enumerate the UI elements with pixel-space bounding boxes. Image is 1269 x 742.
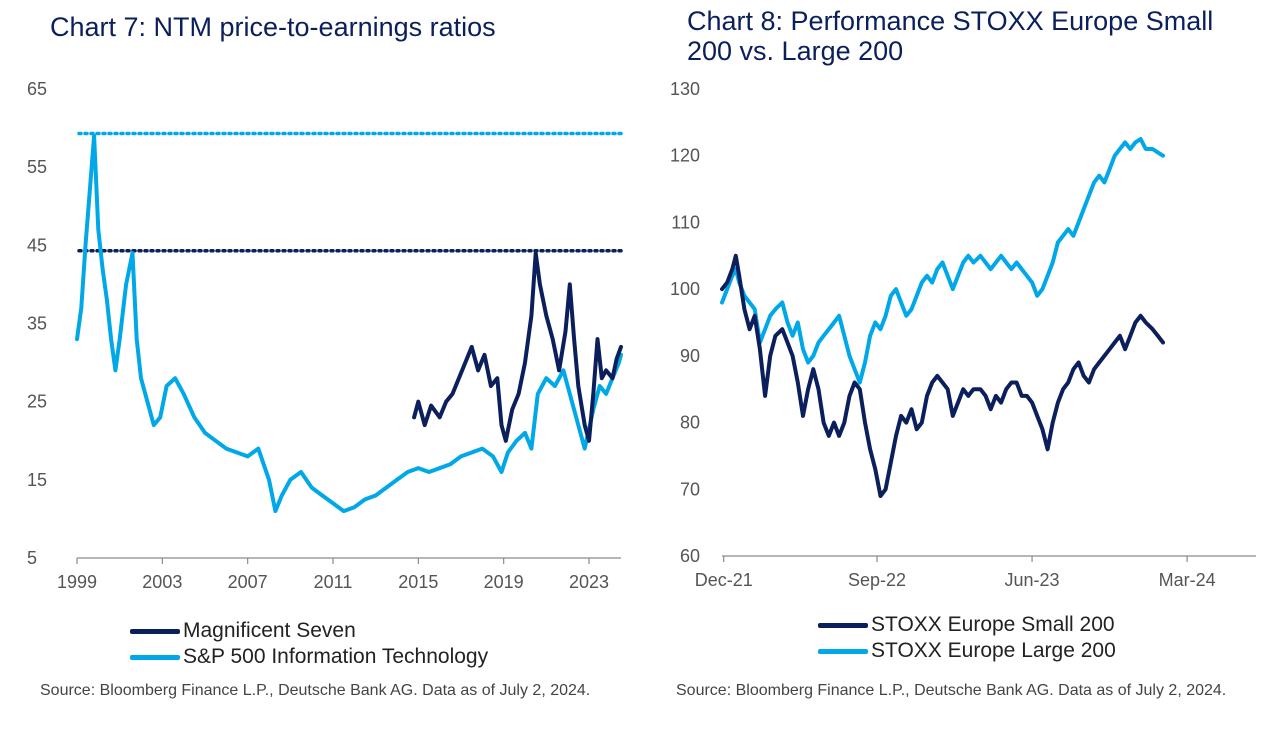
legend-label: STOXX Europe Large 200 bbox=[871, 639, 1116, 662]
series-line-stoxx-europe-small-200 bbox=[720, 253, 1165, 498]
chart7-source: Source: Bloomberg Finance L.P., Deutsche… bbox=[40, 682, 591, 699]
y-tick-label: 60 bbox=[680, 546, 700, 566]
chart7-legend: Magnificent Seven S&P 500 Information Te… bbox=[130, 618, 488, 670]
x-tick-label: 2011 bbox=[314, 572, 353, 592]
legend-label: Magnificent Seven bbox=[183, 619, 356, 642]
legend-item-sp500-it: S&P 500 Information Technology bbox=[130, 644, 488, 670]
y-tick-label: 100 bbox=[670, 279, 700, 299]
y-tick-label: 90 bbox=[680, 346, 700, 366]
y-tick-label: 25 bbox=[27, 392, 47, 412]
chart8-legend: STOXX Europe Small 200 STOXX Europe Larg… bbox=[818, 612, 1116, 664]
x-tick-label: Sep-22 bbox=[848, 570, 906, 590]
y-tick-label: 80 bbox=[680, 413, 700, 433]
x-tick-label: Dec-21 bbox=[695, 570, 753, 590]
y-tick-label: 65 bbox=[27, 79, 47, 99]
y-tick-label: 130 bbox=[670, 79, 700, 99]
chart8-source: Source: Bloomberg Finance L.P., Deutsche… bbox=[676, 682, 1227, 699]
x-tick-label: 2019 bbox=[484, 572, 524, 592]
series-line-magnificent-seven bbox=[412, 251, 623, 443]
chart7-plot: 5 15 25 35 45 55 65 1999 2003 2007 2011 2015 2019 202… bbox=[27, 79, 623, 592]
chart8-plot: 60 70 80 90 100 110 120 130 Dec-21 Sep-22 Jun-23 Ma… bbox=[670, 79, 1256, 590]
legend-swatch-dark bbox=[130, 628, 180, 634]
x-tick-label: 2015 bbox=[398, 572, 438, 592]
y-tick-label: 110 bbox=[671, 212, 700, 232]
series-line-s-p-500-information-technology bbox=[75, 133, 623, 514]
x-tick-label: Mar-24 bbox=[1159, 570, 1216, 590]
x-tick-label: 2003 bbox=[142, 572, 182, 592]
x-tick-label: 2023 bbox=[569, 572, 609, 592]
legend-swatch-light bbox=[130, 654, 180, 660]
y-tick-label: 45 bbox=[27, 235, 47, 255]
y-tick-label: 120 bbox=[670, 146, 700, 166]
y-tick-label: 35 bbox=[27, 314, 47, 334]
y-tick-label: 15 bbox=[27, 470, 47, 490]
chart8-panel: Chart 8: Performance STOXX Europe Small … bbox=[634, 0, 1269, 742]
chart8-title: Chart 8: Performance STOXX Europe Small … bbox=[687, 6, 1214, 66]
legend-swatch-dark bbox=[818, 622, 868, 628]
legend-label: S&P 500 Information Technology bbox=[183, 645, 489, 668]
y-tick-label: 5 bbox=[27, 548, 37, 568]
series-line-stoxx-europe-large-200 bbox=[720, 137, 1165, 385]
chart7-title: Chart 7: NTM price-to-earnings ratios bbox=[50, 12, 496, 42]
y-tick-label: 55 bbox=[27, 157, 47, 177]
x-tick-label: Jun-23 bbox=[1005, 570, 1060, 590]
y-tick-label: 70 bbox=[680, 479, 700, 499]
x-tick-label: 1999 bbox=[57, 572, 97, 592]
x-tick-label: 2007 bbox=[228, 572, 268, 592]
legend-swatch-light bbox=[818, 648, 868, 654]
legend-label: STOXX Europe Small 200 bbox=[871, 613, 1115, 636]
legend-item-magnificent-seven: Magnificent Seven bbox=[130, 618, 488, 644]
legend-item-small-200: STOXX Europe Small 200 bbox=[818, 612, 1116, 638]
legend-item-large-200: STOXX Europe Large 200 bbox=[818, 638, 1116, 664]
